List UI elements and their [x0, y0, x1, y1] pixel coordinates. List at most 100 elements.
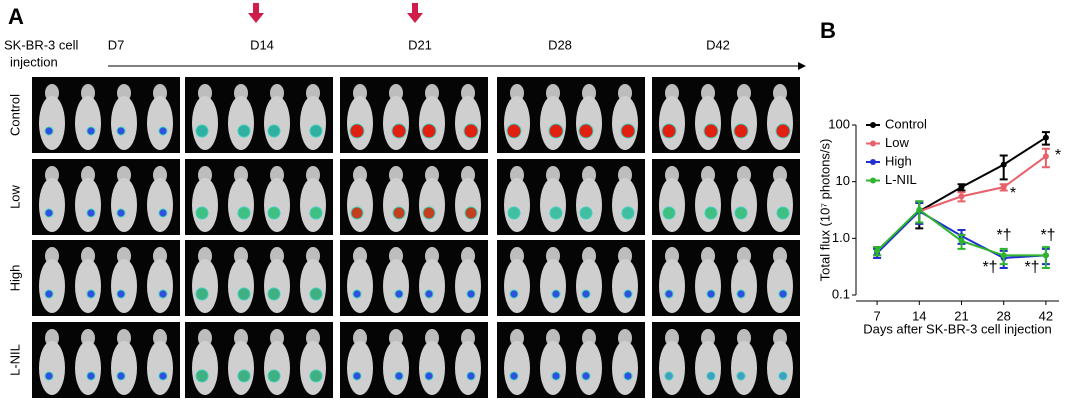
mouse-body [455, 96, 481, 150]
signal-spot [624, 290, 632, 298]
injection-label: injection [10, 54, 58, 69]
mouse-body [147, 341, 173, 395]
mouse-body [39, 178, 65, 232]
signal-spot [663, 207, 675, 219]
day-label: D28 [548, 37, 572, 52]
signal-spot [425, 372, 433, 380]
mouse-body [147, 178, 173, 232]
mouse-body [111, 178, 137, 232]
signal-spot [510, 372, 518, 380]
mouse-body [540, 259, 566, 313]
signal-spot [779, 372, 787, 380]
mouse-body [75, 259, 101, 313]
day-label: D21 [408, 37, 432, 52]
signal-spot [351, 207, 363, 219]
signal-spot [422, 124, 436, 138]
mouse-body [147, 96, 173, 150]
signal-spot [238, 207, 250, 219]
mouse-body [504, 259, 530, 313]
mouse-body [419, 341, 445, 395]
signal-spot [665, 372, 673, 380]
mouse-body [695, 96, 721, 150]
data-point [1043, 252, 1049, 258]
mouse-body [111, 96, 137, 150]
signal-spot [196, 125, 208, 137]
signal-spot [582, 372, 590, 380]
signal-spot [507, 124, 521, 138]
signal-spot [552, 372, 560, 380]
mouse-body [767, 96, 793, 150]
mouse-body [228, 341, 254, 395]
mouse-body [39, 96, 65, 150]
signal-spot [393, 207, 405, 219]
signal-spot [624, 372, 632, 380]
data-point [1001, 184, 1007, 190]
group-label: High [7, 265, 22, 292]
panel-label: B [820, 18, 836, 43]
signal-spot [310, 370, 322, 382]
mouse-body [383, 341, 409, 395]
mouse-body [419, 96, 445, 150]
signal-spot [549, 124, 563, 138]
data-point [1043, 153, 1049, 159]
data-point [916, 207, 922, 213]
signal-spot [662, 124, 676, 138]
mouse-body [300, 96, 326, 150]
signal-spot [87, 372, 95, 380]
mouse-body [576, 259, 602, 313]
signal-spot [580, 207, 592, 219]
mouse-body [300, 259, 326, 313]
mouse-body [39, 341, 65, 395]
signal-spot [776, 124, 790, 138]
signal-spot [238, 125, 250, 137]
signal-spot [707, 372, 715, 380]
day-label: D42 [706, 37, 730, 52]
signal-spot [117, 209, 125, 217]
mouse-body [659, 96, 685, 150]
mouse-body [576, 96, 602, 150]
mouse-body [419, 178, 445, 232]
signal-spot [622, 207, 634, 219]
mouse-body [347, 178, 373, 232]
legend-marker [870, 159, 876, 165]
day-label: D14 [250, 37, 274, 52]
data-point [1043, 135, 1049, 141]
y-tick-label: 1.0 [832, 230, 850, 245]
mouse-body [612, 341, 638, 395]
significance-mark: * [1055, 147, 1061, 164]
mouse-body [731, 341, 757, 395]
mouse-body [612, 178, 638, 232]
signal-spot [508, 207, 520, 219]
y-tick-label: 10 [836, 173, 850, 188]
signal-spot [777, 207, 789, 219]
mouse-body [540, 96, 566, 150]
signal-spot [159, 127, 167, 135]
mouse-body [612, 96, 638, 150]
signal-spot [353, 372, 361, 380]
signal-spot [87, 127, 95, 135]
signal-spot [350, 124, 364, 138]
y-axis-label: Total flux (10⁷ photons/s) [817, 139, 832, 282]
mouse-body [695, 178, 721, 232]
mouse-body [192, 96, 218, 150]
arrows [248, 3, 423, 23]
mouse-body [659, 178, 685, 232]
signal-spot [621, 124, 635, 138]
mouse-body [504, 178, 530, 232]
mouse-body [264, 96, 290, 150]
mouse-body [576, 178, 602, 232]
signal-spot [510, 290, 518, 298]
mouse-body [455, 341, 481, 395]
mouse-body [228, 259, 254, 313]
mouse-body [731, 96, 757, 150]
mouse-body [659, 259, 685, 313]
data-point [959, 184, 965, 190]
significance-mark: *† [1040, 227, 1055, 244]
signal-spot [87, 290, 95, 298]
mouse-body [300, 341, 326, 395]
mouse-body [264, 178, 290, 232]
injection-label: SK-BR-3 cell [4, 37, 79, 52]
mouse-body [264, 259, 290, 313]
signal-spot [550, 207, 562, 219]
mouse-body [111, 259, 137, 313]
